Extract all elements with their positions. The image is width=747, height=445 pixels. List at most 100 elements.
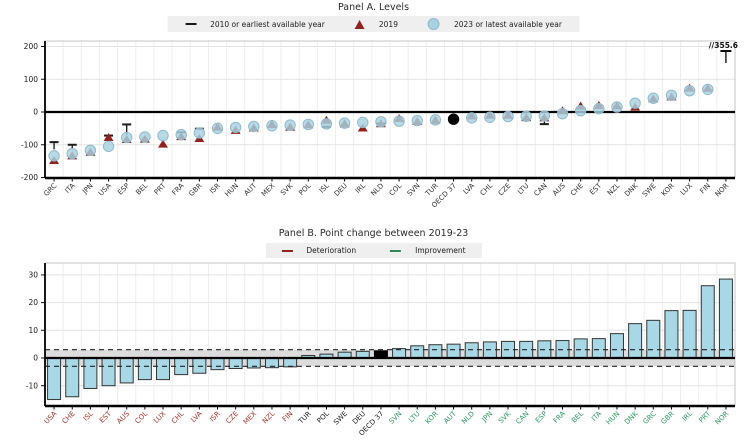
bar-NLD	[464, 342, 479, 359]
bar-USA	[47, 357, 62, 401]
bar-EST	[101, 357, 116, 387]
panel-a-xlabel-CHE: CHE	[569, 182, 585, 198]
marker-2023-LUX	[683, 85, 696, 97]
panel-b-xlabel-CZE: CZE	[224, 410, 240, 426]
bar-CZE	[228, 357, 243, 370]
panel-a-xlabel-IRL: IRL	[354, 182, 367, 195]
panel-b-xlabel-EST: EST	[98, 409, 113, 424]
marker-2023-ITA	[66, 147, 78, 160]
marker-2023-KOR	[665, 89, 678, 101]
panel-b-xlabel-NLD: NLD	[460, 410, 476, 426]
marker-2023-EST	[593, 103, 605, 115]
panel-b-xlabel-HUN: HUN	[605, 410, 622, 427]
panel-a-xlabel-EST: EST	[588, 181, 603, 196]
panel-a-xlabel-GBR: GBR	[187, 182, 203, 198]
marker-2023-DNK	[629, 97, 641, 109]
marker-2023-ESP	[121, 131, 133, 144]
panel-a-xlabel-LTU: LTU	[516, 182, 530, 196]
marker-2023-FRA	[175, 128, 187, 141]
panel-b-xlabel-POL: POL	[316, 410, 331, 425]
marker-2023-NZL	[611, 101, 623, 113]
bar-AUT	[446, 343, 461, 359]
legend-2010-dash-icon	[185, 23, 197, 25]
panel-b-xlabel-ITA: ITA	[590, 410, 603, 423]
panel-a-xlabel-SWE: SWE	[641, 182, 658, 199]
bar-HUN	[609, 333, 624, 359]
panel-a-xlabel-SVN: SVN	[406, 182, 422, 198]
marker-2023-OECD 37	[447, 113, 460, 125]
panel-a-xlabel-FRA: FRA	[170, 182, 185, 197]
panel-a-xlabel-GRC: GRC	[42, 182, 58, 198]
panel-a-xlabel-AUT: AUT	[243, 181, 259, 197]
panel-a-ytick--200: -200	[21, 173, 38, 182]
panel-b-xlabel-AUS: AUS	[115, 409, 131, 425]
panel-a-xlabel-POL: POL	[297, 182, 312, 197]
panel-b-xlabel-DNK: DNK	[623, 409, 640, 426]
panel-a-xlabel-NOR: NOR	[714, 182, 731, 199]
marker-2023-MEX	[266, 120, 278, 132]
panel-a-ytick-200: 200	[24, 42, 39, 51]
marker-2023-LVA	[466, 112, 478, 124]
panel-a-xlabel-BEL: BEL	[134, 182, 149, 197]
marker-2023-POL	[302, 118, 314, 131]
marker-2023-AUT	[248, 120, 260, 133]
legend-improvement-dash-icon	[390, 249, 402, 252]
panel-b-xlabel-SVN: SVN	[388, 410, 404, 426]
panel-b-xlabel-CHL: CHL	[170, 410, 186, 426]
bar-GBR	[664, 310, 679, 359]
panel-a-xlabel-ITA: ITA	[64, 182, 77, 195]
marker-2023-GBR	[193, 127, 206, 139]
marker-2010-CAN	[539, 123, 549, 126]
legend-2023-label: 2023 or latest available year	[453, 19, 562, 29]
panel-a-xlabel-HUN: HUN	[223, 182, 240, 199]
bar-COL	[137, 357, 152, 381]
bar-ISR	[210, 357, 225, 371]
panel-a-xlabel-MEX: MEX	[260, 182, 277, 199]
marker-2023-CHL	[484, 111, 496, 123]
axis-break-annotation: //355.6	[709, 41, 738, 50]
legend-deterioration-label: Deterioration	[306, 246, 357, 255]
bar-LVA	[192, 357, 207, 374]
bar-ISL	[83, 357, 98, 389]
marker-2023-ISL	[320, 118, 333, 130]
bar-DNK	[628, 323, 643, 359]
legend-deterioration-dash-icon	[281, 249, 293, 252]
marker-2019-USA	[103, 133, 114, 142]
panel-b-ytick-0: 0	[33, 354, 38, 363]
marker-2023-AUS	[556, 107, 569, 120]
panel-b-xlabel-TUR: TUR	[296, 410, 313, 427]
panel-a-ytick-0: 0	[33, 108, 38, 117]
panel-a-xlabel-SVK: SVK	[279, 181, 295, 197]
marker-2023-PRT	[157, 129, 169, 142]
panel-b-plot: 30 20 10 0 -10 USA CHE ISL EST AUS COL LUX CHL LVA ISR…	[26, 262, 736, 438]
panel-b-xlabel-GBR: GBR	[660, 410, 676, 426]
bar-BEL	[573, 338, 588, 359]
marker-2023-LTU	[520, 110, 532, 122]
panel-b-ytick--10: -10	[26, 381, 38, 390]
bar-LUX	[156, 357, 171, 381]
panel-a-xlabel-CHL: CHL	[479, 182, 495, 198]
legend-2019-triangle-icon	[354, 19, 365, 29]
panel-b-ytick-20: 20	[28, 298, 38, 307]
panel-b-xlabel-PRT: PRT	[697, 409, 712, 424]
panel-a-xlabel-NLD: NLD	[369, 182, 385, 198]
bar-NOR	[718, 278, 733, 359]
panel-b-xlabel-LVA: LVA	[189, 410, 203, 424]
bar-IRL	[682, 309, 697, 359]
panel-a-xlabel-LUX: LUX	[679, 182, 694, 197]
marker-2023-COL	[393, 115, 405, 127]
panel-a-xlabel-CZE: CZE	[497, 182, 513, 198]
panel-b-xlabel-ISL: ISL	[82, 410, 95, 423]
panel-a-xlabel-ISL: ISL	[318, 182, 331, 195]
panel-b-xlabel-ISR: ISR	[208, 410, 222, 424]
panel-a-xlabel-ISR: ISR	[208, 182, 222, 196]
panel-a-xlabel-AUS: AUS	[551, 181, 567, 197]
panel-b-xlabel-LTU: LTU	[407, 410, 421, 424]
panel-b-xlabel-NZL: NZL	[261, 410, 277, 426]
bar-PRT	[700, 285, 715, 359]
panel-a-xlabel-DEU: DEU	[333, 182, 349, 198]
panel-b-xlabel-IRL: IRL	[681, 410, 694, 423]
legend-2019-label: 2019	[378, 19, 398, 29]
marker-2023-CZE	[502, 110, 514, 123]
